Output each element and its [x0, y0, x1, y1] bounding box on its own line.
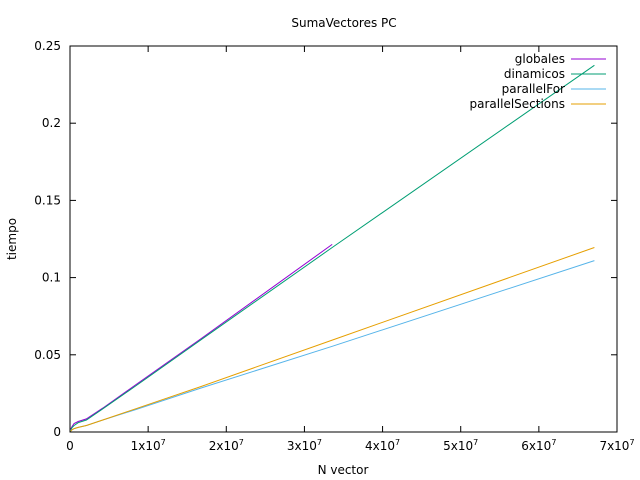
x-tick-label: 2x107: [209, 438, 244, 453]
x-axis-title: N vector: [318, 463, 369, 477]
x-tick-label: 0: [66, 439, 74, 453]
series-line-parallelFor: [70, 260, 595, 432]
y-tick-label: 0.25: [34, 39, 61, 53]
legend-label-dinamicos: dinamicos: [504, 67, 565, 81]
y-tick-label: 0.05: [34, 348, 61, 362]
x-tick-label: 4x107: [365, 438, 400, 453]
legend-label-parallelSections: parallelSections: [470, 97, 565, 111]
x-tick-label: 7x107: [599, 438, 634, 453]
x-tick-label: 6x107: [521, 438, 556, 453]
series-line-globales: [70, 243, 333, 431]
x-tick-label: 3x107: [287, 438, 322, 453]
y-tick-label: 0.15: [34, 193, 61, 207]
series-line-parallelSections: [70, 247, 595, 432]
y-axis: 0 0.05 0.1 0.15 0.2 0.25: [34, 39, 617, 439]
series-line-dinamicos: [70, 64, 595, 432]
legend: globalesdinamicosparallelForparallelSect…: [470, 52, 606, 111]
y-tick-label: 0: [53, 425, 61, 439]
chart-title: SumaVectores PC: [291, 16, 396, 30]
y-axis-title: tiempo: [5, 218, 19, 260]
y-tick-label: 0.1: [42, 271, 61, 285]
legend-label-globales: globales: [515, 52, 565, 66]
y-tick-label: 0.2: [42, 116, 61, 130]
series-lines: [70, 64, 595, 432]
x-tick-label: 5x107: [443, 438, 478, 453]
legend-label-parallelFor: parallelFor: [502, 82, 565, 96]
x-axis: 0 1x107 2x107 3x107 4x107 5x107 6x107 7x107: [66, 46, 635, 453]
plot-frame: [69, 45, 618, 433]
x-tick-label: 1x107: [131, 438, 166, 453]
